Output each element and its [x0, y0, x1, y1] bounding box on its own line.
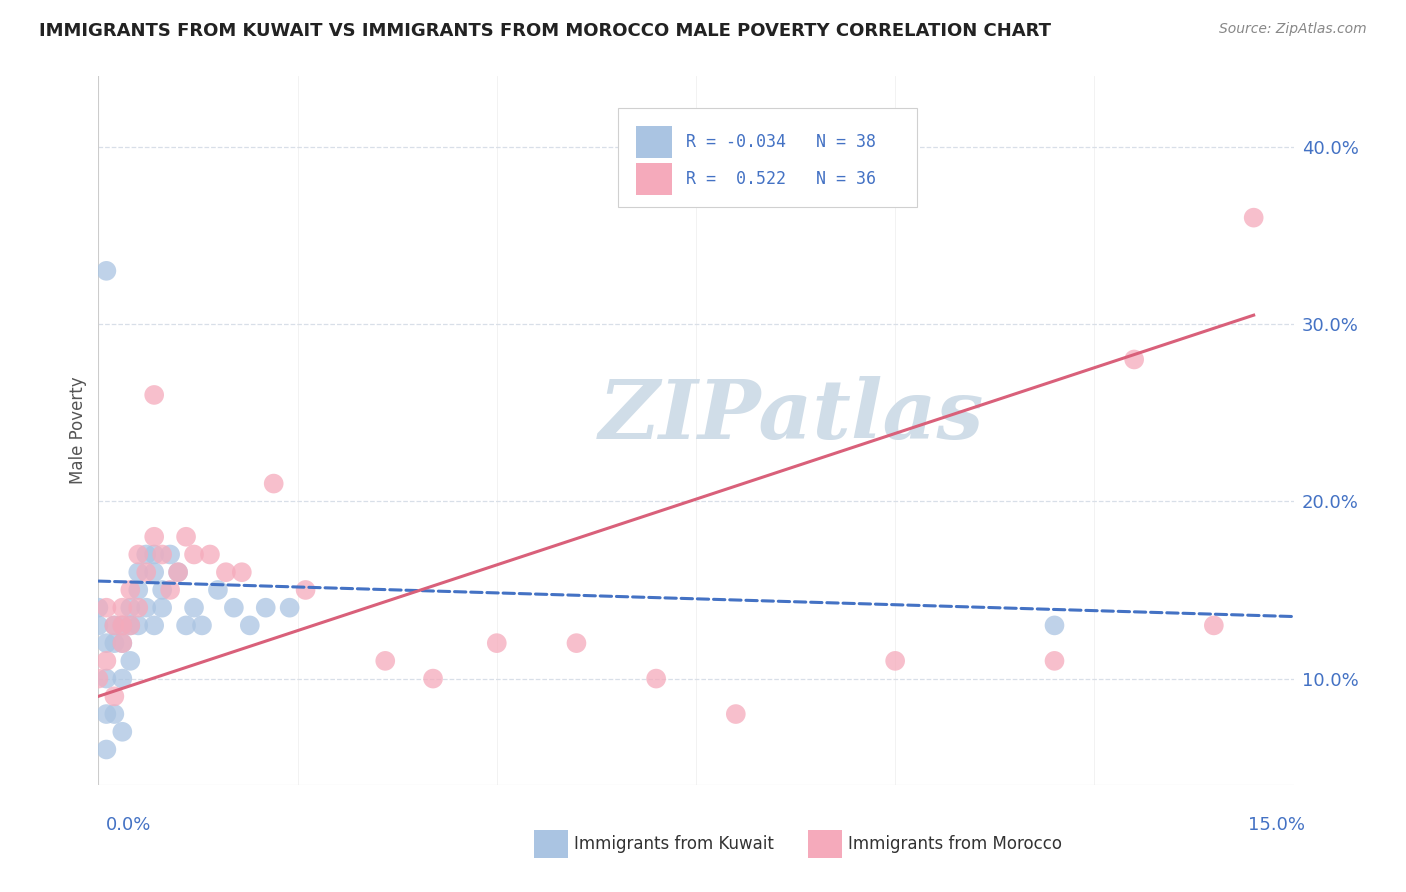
- Text: 15.0%: 15.0%: [1247, 816, 1305, 834]
- Point: [174, 618, 197, 632]
- Point: [87, 618, 110, 632]
- Point: [724, 706, 747, 721]
- Point: [231, 566, 253, 580]
- Point: [143, 548, 166, 562]
- Text: R =  0.522   N = 36: R = 0.522 N = 36: [686, 169, 876, 187]
- Point: [96, 600, 118, 615]
- Point: [111, 636, 134, 650]
- Point: [96, 264, 118, 278]
- Point: [111, 636, 134, 650]
- Point: [120, 654, 142, 668]
- Point: [127, 582, 149, 597]
- Point: [1043, 654, 1066, 668]
- Point: [143, 530, 166, 544]
- Point: [159, 548, 181, 562]
- Point: [96, 654, 118, 668]
- Point: [120, 618, 142, 632]
- Point: [103, 636, 125, 650]
- Point: [96, 706, 118, 721]
- Point: [111, 672, 134, 686]
- Point: [103, 690, 125, 704]
- Point: [183, 600, 205, 615]
- Point: [127, 548, 149, 562]
- Point: [111, 618, 134, 632]
- Point: [167, 566, 190, 580]
- Point: [96, 742, 118, 756]
- Point: [96, 672, 118, 686]
- Point: [150, 600, 173, 615]
- Point: [103, 706, 125, 721]
- Text: IMMIGRANTS FROM KUWAIT VS IMMIGRANTS FROM MOROCCO MALE POVERTY CORRELATION CHART: IMMIGRANTS FROM KUWAIT VS IMMIGRANTS FRO…: [39, 22, 1052, 40]
- Point: [167, 566, 190, 580]
- Point: [645, 672, 668, 686]
- Point: [222, 600, 245, 615]
- Point: [150, 582, 173, 597]
- Point: [374, 654, 396, 668]
- Point: [565, 636, 588, 650]
- Point: [135, 600, 157, 615]
- Point: [191, 618, 214, 632]
- Point: [215, 566, 238, 580]
- Point: [254, 600, 277, 615]
- Point: [174, 530, 197, 544]
- Point: [103, 618, 125, 632]
- Text: 0.0%: 0.0%: [105, 816, 150, 834]
- Text: Source: ZipAtlas.com: Source: ZipAtlas.com: [1219, 22, 1367, 37]
- Point: [278, 600, 301, 615]
- Point: [143, 566, 166, 580]
- Point: [87, 672, 110, 686]
- Point: [111, 724, 134, 739]
- Point: [143, 388, 166, 402]
- Point: [207, 582, 229, 597]
- Point: [1243, 211, 1265, 225]
- Text: Immigrants from Morocco: Immigrants from Morocco: [848, 835, 1062, 853]
- Point: [127, 566, 149, 580]
- Point: [1123, 352, 1146, 367]
- Y-axis label: Male Poverty: Male Poverty: [69, 376, 87, 484]
- Point: [120, 618, 142, 632]
- Point: [143, 618, 166, 632]
- Point: [87, 600, 110, 615]
- Point: [422, 672, 444, 686]
- Point: [263, 476, 285, 491]
- FancyBboxPatch shape: [637, 126, 672, 158]
- Point: [1043, 618, 1066, 632]
- Point: [239, 618, 262, 632]
- Point: [127, 618, 149, 632]
- Point: [198, 548, 221, 562]
- FancyBboxPatch shape: [619, 108, 917, 207]
- FancyBboxPatch shape: [637, 162, 672, 194]
- Text: R = -0.034   N = 38: R = -0.034 N = 38: [686, 133, 876, 151]
- Point: [294, 582, 316, 597]
- Point: [135, 566, 157, 580]
- Point: [159, 582, 181, 597]
- Point: [1202, 618, 1225, 632]
- Point: [111, 618, 134, 632]
- Text: ZIPatlas: ZIPatlas: [599, 376, 984, 456]
- Point: [485, 636, 508, 650]
- Point: [96, 636, 118, 650]
- Point: [135, 548, 157, 562]
- Point: [120, 600, 142, 615]
- Point: [127, 600, 149, 615]
- Text: Immigrants from Kuwait: Immigrants from Kuwait: [574, 835, 773, 853]
- Point: [120, 582, 142, 597]
- Point: [103, 618, 125, 632]
- Point: [111, 600, 134, 615]
- Point: [150, 548, 173, 562]
- Point: [884, 654, 907, 668]
- Point: [183, 548, 205, 562]
